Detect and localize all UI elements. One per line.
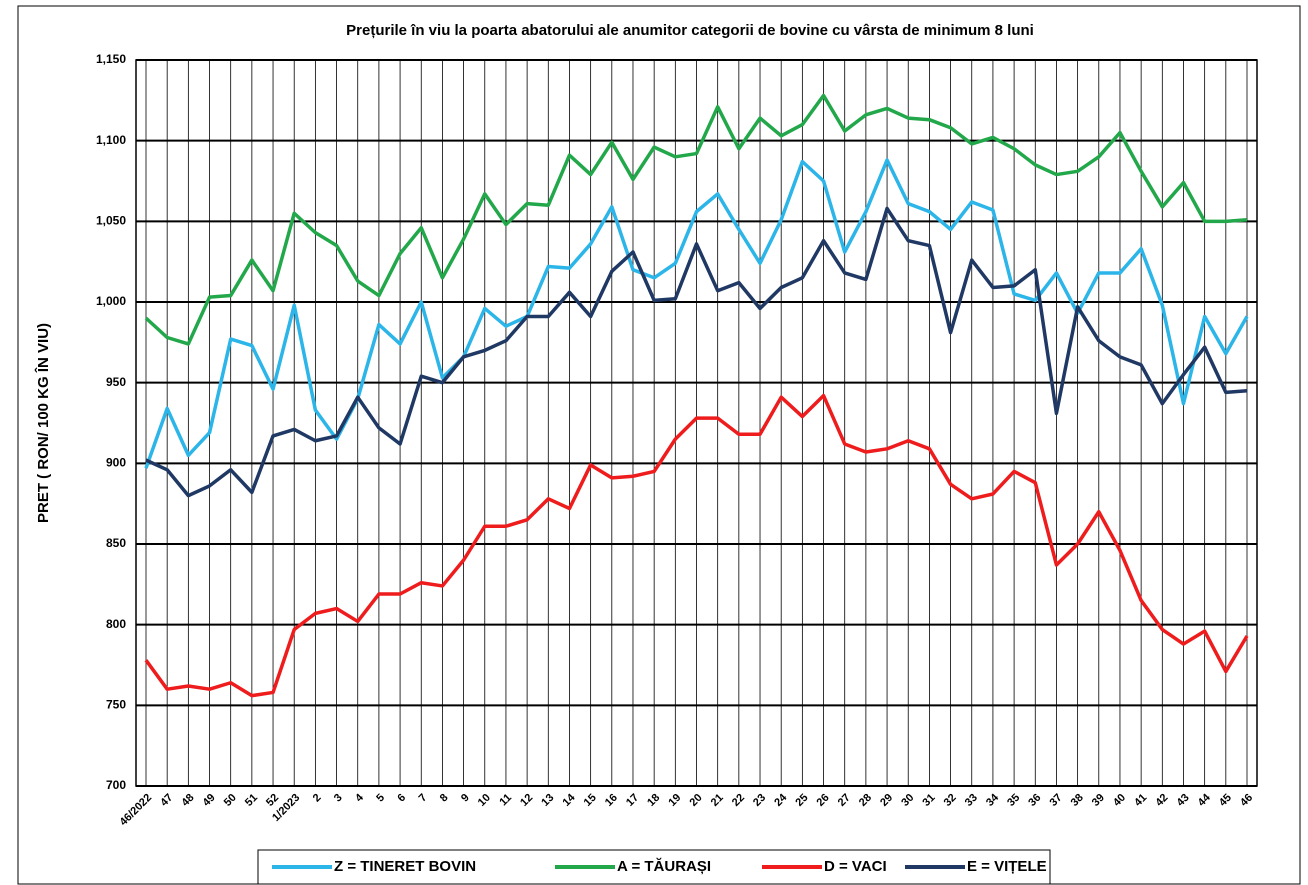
plot-border — [135, 59, 1258, 787]
x-tick-label: 9 — [459, 792, 472, 805]
series-line — [144, 158, 1249, 469]
x-tick-label: 30 — [899, 792, 916, 809]
x-tick-label: 40 — [1111, 792, 1128, 809]
x-tick-label: 19 — [666, 792, 683, 809]
x-tick-label: 51 — [243, 792, 260, 809]
x-tick-label: 46 — [1238, 792, 1255, 809]
y-tick-label: 1,050 — [96, 214, 126, 228]
y-tick-label: 950 — [106, 375, 126, 389]
x-tick-label: 20 — [688, 792, 705, 809]
legend-label: Z = TINERET BOVIN — [334, 858, 476, 875]
x-tick-label: 28 — [857, 792, 874, 809]
x-tick-label: 10 — [476, 792, 493, 809]
x-tick-label: 37 — [1047, 792, 1064, 809]
series-line — [144, 393, 1249, 698]
x-tick-label: 46/2022 — [118, 792, 155, 829]
x-tick-label: 5 — [374, 792, 387, 805]
y-tick-label: 700 — [106, 778, 126, 792]
legend-label: A = TĂURAȘI — [617, 858, 711, 875]
series-line — [145, 206, 1248, 498]
x-tick-label: 48 — [179, 792, 196, 809]
chart-title: Prețurile în viu la poarta abatorului al… — [346, 22, 1034, 39]
x-tick-label: 17 — [624, 792, 641, 809]
x-tick-label: 32 — [942, 792, 959, 809]
x-tick-label: 22 — [730, 792, 747, 809]
y-tick-label: 1,100 — [96, 133, 126, 147]
x-tick-label: 15 — [582, 792, 599, 809]
x-tick-label: 2 — [311, 792, 324, 805]
x-tick-label: 44 — [1196, 791, 1214, 809]
x-tick-label: 23 — [751, 792, 768, 809]
x-tick-label: 31 — [920, 792, 937, 809]
x-tick-label: 21 — [709, 792, 726, 809]
legend-label: E = VIȚELE — [967, 858, 1047, 875]
x-tick-label: 11 — [497, 792, 514, 809]
series-line — [144, 93, 1248, 346]
x-tick-label: 41 — [1132, 792, 1149, 809]
x-tick-label: 14 — [560, 791, 578, 809]
x-tick-label: 29 — [878, 792, 895, 809]
y-axis-label: PRET ( RON/ 100 KG ÎN VIU) — [34, 323, 52, 523]
x-tick-label: 39 — [1090, 792, 1107, 809]
x-tick-label: 33 — [963, 792, 980, 809]
x-tick-label: 13 — [539, 792, 556, 809]
legend-label: D = VACI — [824, 858, 887, 875]
x-tick-label: 12 — [518, 792, 535, 809]
x-tick-label: 3 — [332, 792, 345, 805]
x-tick-label: 25 — [793, 792, 810, 809]
x-tick-label: 49 — [201, 792, 218, 809]
x-tick-label: 36 — [1026, 792, 1043, 809]
y-tick-label: 1,150 — [96, 52, 126, 66]
x-tick-label: 43 — [1175, 792, 1192, 809]
y-tick-label: 800 — [106, 617, 126, 631]
x-tick-label: 38 — [1069, 792, 1086, 809]
x-tick-label: 34 — [984, 791, 1002, 809]
x-tick-label: 26 — [815, 792, 832, 809]
y-tick-label: 750 — [106, 698, 126, 712]
x-tick-label: 35 — [1005, 792, 1022, 809]
x-tick-label: 27 — [836, 792, 853, 809]
x-tick-label: 4 — [353, 791, 366, 804]
y-tick-label: 1,000 — [96, 294, 126, 308]
x-tick-label: 24 — [772, 791, 790, 809]
x-tick-label: 47 — [158, 792, 175, 809]
y-tick-label: 900 — [106, 456, 126, 470]
chart-border — [17, 5, 1301, 885]
x-tick-label: 45 — [1217, 792, 1234, 809]
x-tick-label: 50 — [222, 792, 239, 809]
y-tick-label: 850 — [106, 536, 126, 550]
x-tick-label: 7 — [417, 792, 430, 805]
x-tick-label: 42 — [1153, 792, 1170, 809]
x-tick-label: 8 — [438, 792, 451, 805]
x-tick-label: 18 — [645, 792, 662, 809]
x-tick-label: 6 — [395, 792, 408, 805]
x-tick-label: 16 — [603, 792, 620, 809]
